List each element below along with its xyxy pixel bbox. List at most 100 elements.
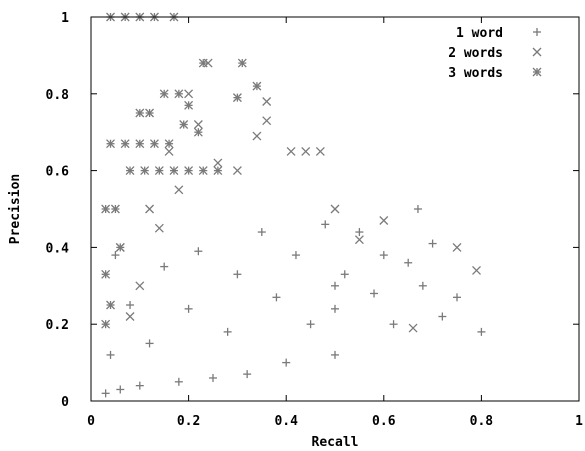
data-point [154, 166, 164, 176]
data-point [379, 251, 388, 260]
data-point [453, 293, 461, 302]
data-point [126, 301, 135, 309]
x-tick-label: 0.6 [372, 414, 396, 429]
data-point [340, 270, 349, 279]
data-point [106, 300, 115, 310]
series-1-word [101, 205, 486, 398]
data-point [408, 323, 418, 333]
data-point [164, 139, 174, 149]
data-point [194, 247, 203, 256]
data-point [135, 108, 145, 118]
data-point [472, 265, 481, 275]
data-point [213, 166, 223, 176]
data-point [223, 327, 232, 336]
data-point [184, 100, 194, 110]
data-point [116, 385, 125, 394]
data-point [111, 251, 120, 260]
data-point [193, 120, 203, 129]
data-point [438, 312, 447, 321]
data-point [174, 89, 184, 99]
data-point [331, 281, 339, 290]
data-point [101, 389, 110, 398]
data-point [252, 81, 262, 91]
data-point [428, 239, 437, 248]
data-point [179, 120, 189, 129]
data-point [262, 116, 272, 126]
data-point [160, 262, 169, 271]
data-point [174, 377, 183, 386]
data-point [452, 242, 462, 252]
legend-label: 2 words [448, 46, 503, 61]
data-point [331, 304, 339, 313]
y-tick-label: 0.2 [46, 318, 69, 333]
data-point [145, 108, 155, 118]
legend-marker [532, 67, 542, 77]
data-point [404, 258, 413, 267]
data-point [106, 350, 115, 359]
data-point [306, 320, 315, 329]
data-point [286, 146, 296, 156]
data-point [101, 269, 111, 279]
data-point [115, 242, 125, 252]
data-point [174, 185, 184, 195]
data-point [354, 235, 364, 245]
data-point [257, 228, 266, 237]
data-point [321, 220, 330, 229]
data-point [120, 139, 130, 149]
legend-label: 1 word [456, 26, 503, 41]
data-point [252, 131, 262, 141]
data-point [301, 146, 311, 156]
data-point [184, 166, 194, 176]
data-point [330, 204, 340, 214]
x-tick-label: 0.4 [274, 414, 298, 429]
data-point [101, 204, 111, 214]
data-point [232, 166, 242, 176]
x-tick-label: 0.2 [177, 414, 200, 429]
data-point [193, 127, 203, 137]
data-point [169, 166, 179, 176]
data-point [389, 320, 398, 329]
data-point [418, 281, 427, 290]
data-point [154, 223, 164, 233]
data-point [370, 289, 379, 298]
legend: 1 word 2 words 3 words [448, 26, 542, 81]
y-tick-label: 0 [61, 395, 69, 410]
data-point [233, 270, 242, 279]
data-point [135, 139, 145, 149]
data-point [145, 339, 154, 348]
y-tick-label: 0.4 [46, 241, 70, 256]
y-axis-title: Precision [8, 174, 23, 244]
y-tick-label: 0.8 [46, 88, 70, 103]
data-point [213, 158, 223, 168]
data-point [243, 370, 252, 379]
data-point [477, 327, 486, 336]
data-point [237, 58, 247, 68]
data-point [149, 139, 159, 149]
data-point [110, 204, 120, 214]
data-point [159, 89, 169, 99]
data-point [413, 205, 422, 213]
data-point [272, 293, 281, 302]
legend-marker [532, 47, 542, 57]
data-point [135, 381, 144, 390]
data-point [101, 319, 111, 329]
data-point [198, 166, 208, 176]
x-tick-label: 0.8 [470, 414, 494, 429]
data-point [106, 139, 115, 149]
data-point [198, 58, 208, 68]
data-point [282, 358, 291, 367]
data-point [135, 281, 145, 291]
legend-marker [533, 28, 541, 36]
data-point [315, 146, 325, 156]
data-point [331, 350, 339, 359]
x-tick-label: 1 [575, 414, 583, 429]
data-point [291, 251, 300, 260]
x-axis-title: Recall [312, 435, 359, 450]
y-tick-label: 1 [61, 11, 69, 26]
x-tick-label: 0 [87, 414, 95, 429]
data-point [164, 146, 174, 156]
data-point [262, 97, 272, 106]
data-point [140, 166, 150, 176]
data-point [184, 89, 194, 99]
